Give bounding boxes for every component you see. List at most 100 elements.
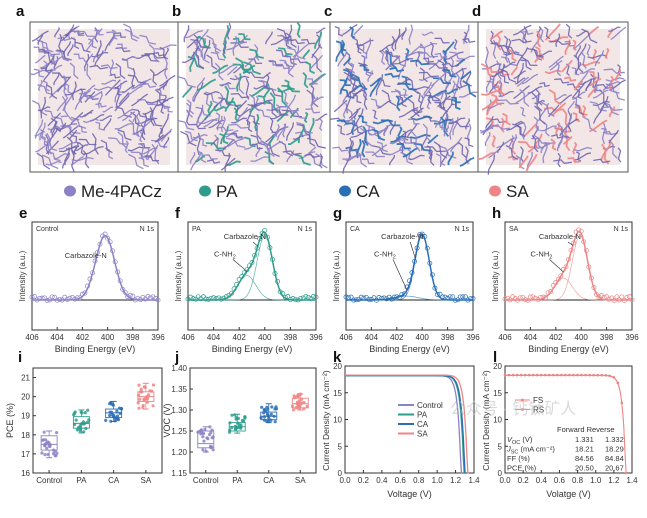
molecule-me-4pacz xyxy=(520,106,526,117)
molecule-me-4pacz xyxy=(492,39,497,59)
molecule-me-4pacz xyxy=(268,59,278,66)
data-point xyxy=(233,424,237,428)
molecule-me-4pacz xyxy=(74,144,89,152)
molecule-me-4pacz xyxy=(602,101,619,116)
x-tick-label: 404 xyxy=(51,333,65,342)
molecule-me-4pacz xyxy=(146,98,169,104)
molecule-me-4pacz xyxy=(371,145,391,156)
molecule-me-4pacz xyxy=(527,85,543,94)
x-tick-label: 0.2 xyxy=(358,476,370,485)
molecule-me-4pacz xyxy=(163,105,173,113)
molecule-me-4pacz xyxy=(406,123,418,138)
molecule-me-4pacz xyxy=(275,123,280,138)
data-point xyxy=(290,404,295,408)
molecule-me-4pacz xyxy=(556,138,563,152)
y-tick-label: 10 xyxy=(493,416,502,425)
molecule-me-4pacz xyxy=(379,50,386,65)
molecule-me-4pacz xyxy=(605,81,622,86)
data-point xyxy=(588,275,594,281)
y-axis-label: VOC (V) xyxy=(162,403,172,437)
y-tick-label: 1.40 xyxy=(171,364,187,373)
plot-area xyxy=(187,221,317,331)
data-point xyxy=(95,249,100,255)
molecule-me-4pacz xyxy=(411,131,421,152)
molecule-me-4pacz xyxy=(206,159,221,164)
molecule-me-4pacz xyxy=(404,50,424,56)
data-point xyxy=(46,452,50,457)
molecule-me-4pacz xyxy=(345,85,358,98)
molecule-me-4pacz xyxy=(128,153,144,170)
molecule-me-4pacz xyxy=(515,77,526,85)
data-point xyxy=(285,294,291,299)
molecule-me-4pacz xyxy=(375,74,384,96)
molecule-sa xyxy=(589,119,608,133)
molecule-me-4pacz xyxy=(39,122,46,141)
legend-label: PA xyxy=(417,411,428,420)
legend-item-rs: RS xyxy=(515,406,544,415)
molecule-me-4pacz xyxy=(117,108,134,119)
data-point xyxy=(412,258,418,264)
table-cell: 84.56 xyxy=(575,454,594,463)
molecule-me-4pacz xyxy=(58,141,77,150)
molecule-me-4pacz xyxy=(195,47,210,64)
molecule-me-4pacz xyxy=(227,123,250,129)
panel-label-e: e xyxy=(19,205,27,222)
data-point xyxy=(203,428,207,432)
data-point xyxy=(216,295,222,301)
molecule-me-4pacz xyxy=(138,157,150,168)
molecule-me-4pacz xyxy=(245,77,250,100)
sample-label: Control xyxy=(36,226,59,233)
molecule-me-4pacz xyxy=(216,115,223,131)
molecule-me-4pacz xyxy=(159,74,176,87)
data-point xyxy=(243,415,247,419)
data-point xyxy=(135,295,141,301)
molecule-me-4pacz xyxy=(592,100,610,107)
molecule-me-4pacz xyxy=(155,44,177,50)
data-point xyxy=(115,409,119,413)
molecule-me-4pacz xyxy=(527,47,544,58)
data-point xyxy=(109,419,113,423)
molecule-me-4pacz xyxy=(126,85,143,96)
molecule-pa xyxy=(303,111,309,124)
data-point xyxy=(144,397,148,401)
molecule-me-4pacz xyxy=(48,84,64,99)
molecule-me-4pacz xyxy=(434,52,448,58)
sample-label: SA xyxy=(509,226,519,233)
data-point xyxy=(434,291,440,297)
data-point xyxy=(234,427,238,431)
data-point xyxy=(257,236,263,242)
data-point xyxy=(432,285,438,291)
molecule-pa xyxy=(232,63,251,71)
molecule-me-4pacz xyxy=(564,40,574,47)
data-point xyxy=(624,295,630,300)
molecule-me-4pacz xyxy=(71,156,94,162)
data-point xyxy=(119,406,124,411)
molecule-ca xyxy=(384,72,400,78)
data-point xyxy=(519,373,523,377)
data-point xyxy=(460,294,466,300)
data-point xyxy=(136,393,141,397)
data-point xyxy=(503,373,507,377)
molecule-pa xyxy=(257,95,271,105)
molecule-me-4pacz xyxy=(83,118,99,124)
molecule-me-4pacz xyxy=(91,91,103,98)
molecule-me-4pacz xyxy=(598,89,609,108)
molecule-me-4pacz xyxy=(256,108,270,118)
molecule-me-4pacz xyxy=(139,78,152,87)
molecule-me-4pacz xyxy=(311,96,319,106)
data-point xyxy=(348,294,354,300)
data-point xyxy=(108,410,112,414)
molecule-me-4pacz xyxy=(337,51,348,67)
molecule-me-4pacz xyxy=(602,130,618,136)
data-point xyxy=(303,294,309,300)
molecule-pa xyxy=(196,78,217,92)
data-point xyxy=(457,294,463,300)
table-header: Forward Reverse xyxy=(557,425,615,434)
molecule-me-4pacz xyxy=(581,28,598,44)
molecule-sa xyxy=(477,152,495,161)
molecule-me-4pacz xyxy=(265,73,270,90)
data-point xyxy=(427,260,433,266)
molecule-me-4pacz xyxy=(102,106,114,113)
data-point xyxy=(440,294,445,300)
y-tick-label: 16 xyxy=(21,469,30,478)
